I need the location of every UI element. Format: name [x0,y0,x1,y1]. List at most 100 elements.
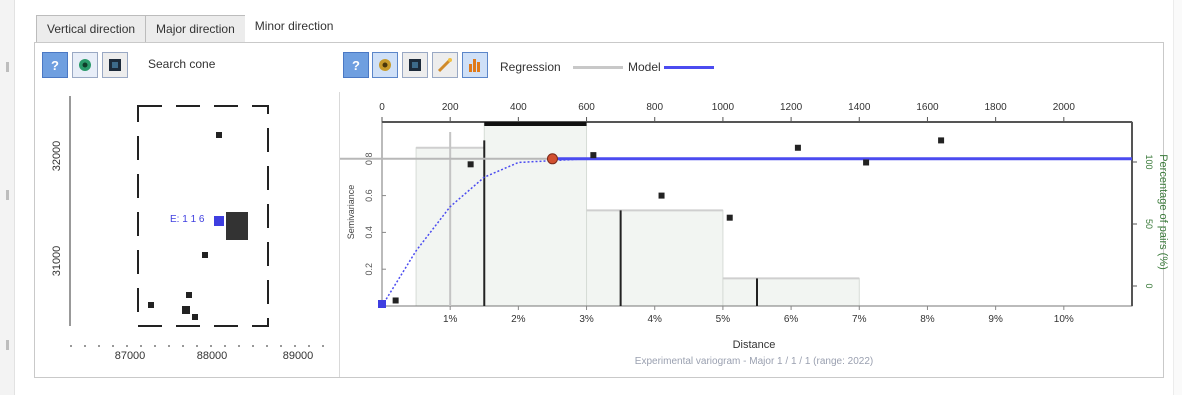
search-cone-eye-button[interactable] [72,52,98,78]
variogram-eye-button[interactable] [372,52,398,78]
svg-text:?: ? [352,58,360,73]
variogram-fit-button[interactable] [432,52,458,78]
right-panel-edge [1173,0,1182,395]
sample-point [216,132,222,138]
pair-histogram [415,121,860,307]
search-cone-y-tick: 31000 [51,246,63,277]
left-axis-ticks: 0.80.60.40.2 [364,153,386,276]
top-axis-tick-label: 1800 [985,102,1008,113]
left-panel-edge [0,0,15,395]
top-axis-tick-label: 600 [578,102,595,113]
top-axis-tick-label: 2000 [1053,102,1076,113]
left-axis-tick-label: 0.2 [364,263,374,276]
bottom-axis-tick-label: 7% [852,314,867,325]
left-axis-tick-label: 0.4 [364,226,374,239]
search-cone-x-tick: 89000 [283,350,314,362]
bottom-axis-tick-label: 5% [716,314,731,325]
regression-point [392,297,399,304]
search-cone-help-button[interactable]: ? [42,52,68,78]
search-cone-x-tick: 87000 [115,350,146,362]
bottom-axis-tick-label: 10% [1054,314,1074,325]
tab-vertical-direction[interactable]: Vertical direction [36,15,147,42]
eye-icon [379,59,391,71]
search-ellipse-outline [137,105,269,327]
variogram-help-button[interactable]: ? [343,52,369,78]
sample-cluster [226,212,248,240]
search-center-label: E: 1 1 6 [170,214,205,225]
variogram-histogram-button[interactable] [462,52,488,78]
bottom-axis-tick-label: 3% [579,314,594,325]
regression-point [590,152,597,159]
top-axis-tick-label: 1200 [780,102,803,113]
bottom-axis-tick-label: 6% [784,314,799,325]
regression-point [467,161,474,168]
regression-point [794,144,801,151]
right-axis-ticks: 100 50 0 [1132,154,1154,289]
regression-point [726,214,733,221]
bottom-axis-tick-label: 2% [511,314,526,325]
wand-icon [437,58,452,73]
panel-divider [339,92,340,377]
edge-marker [6,62,9,72]
bottom-axis-tick-label: 9% [988,314,1003,325]
search-cone-plot: 32000 31000 87000 88000 89000 E: 1 1 6 [51,96,325,362]
edge-marker [6,340,9,350]
left-axis-label: Semivariance [346,185,356,240]
regression-legend-swatch [573,66,623,69]
histogram-bar [722,277,860,307]
variogram-camera-button[interactable] [402,52,428,78]
top-axis-tick-label: 1400 [848,102,871,113]
camera-icon [109,59,121,71]
model-origin-handle[interactable] [378,300,386,308]
search-center-point [214,216,224,226]
model-legend-label: Model [628,60,661,74]
edge-marker [6,190,9,200]
variogram-chart: 0 200 400 600 800 1000 1200 1400 1600 1800 2000 1%… [340,102,1168,367]
histogram-bar [586,209,724,307]
model-legend-swatch [664,66,714,69]
model-range-handle[interactable] [546,153,558,165]
search-cone-camera-button[interactable] [102,52,128,78]
regression-points [392,137,945,304]
regression-point [863,159,870,166]
search-cone-label: Search cone [148,57,216,71]
right-axis-tick-label: 50 [1144,219,1154,229]
top-axis-tick-label: 0 [379,102,385,113]
top-axis-tick-label: 400 [510,102,527,113]
top-axis-tick-label: 800 [646,102,663,113]
camera-icon [409,59,421,71]
bottom-axis-tick-label: 1% [443,314,458,325]
bottom-axis-tick-label: 8% [920,314,935,325]
top-axis-tick-label: 200 [442,102,459,113]
tab-minor-direction[interactable]: Minor direction [244,14,344,42]
eye-icon [79,59,91,71]
question-icon: ? [51,58,59,73]
sample-point [148,302,154,308]
top-axis-tick-label: 1000 [712,102,735,113]
regression-point [658,192,665,199]
right-axis-tick-label: 100 [1144,154,1154,169]
svg-text:?: ? [51,58,59,73]
sample-point [202,252,208,258]
histogram-icon [469,59,480,72]
regression-legend-label: Regression [500,60,561,74]
bottom-axis-tick-label: 4% [648,314,663,325]
histogram-bar [483,121,588,307]
regression-point [938,137,945,144]
right-axis-tick-label: 0 [1144,283,1154,288]
chart-footer: Experimental variogram - Major 1 / 1 / 1… [635,356,873,367]
top-axis-tick-label: 1600 [916,102,939,113]
question-icon: ? [352,58,360,73]
search-cone-y-tick: 32000 [51,141,63,172]
left-axis-tick-label: 0.6 [364,189,374,202]
sample-point [192,314,198,320]
search-cone-x-tick: 88000 [197,350,228,362]
tab-major-direction[interactable]: Major direction [145,15,246,42]
right-axis-label: Percentage of pairs (%) [1157,154,1168,270]
sample-point [186,292,192,298]
bottom-axis-label: Distance [733,339,776,351]
direction-tabs: Vertical direction Major direction Minor… [36,12,344,42]
sample-point [182,306,190,314]
range-markers [449,122,758,306]
bottom-axis-ticks: 1% 2% 3% 4% 5% 6% 7% 8% 9% 10% [443,306,1074,325]
